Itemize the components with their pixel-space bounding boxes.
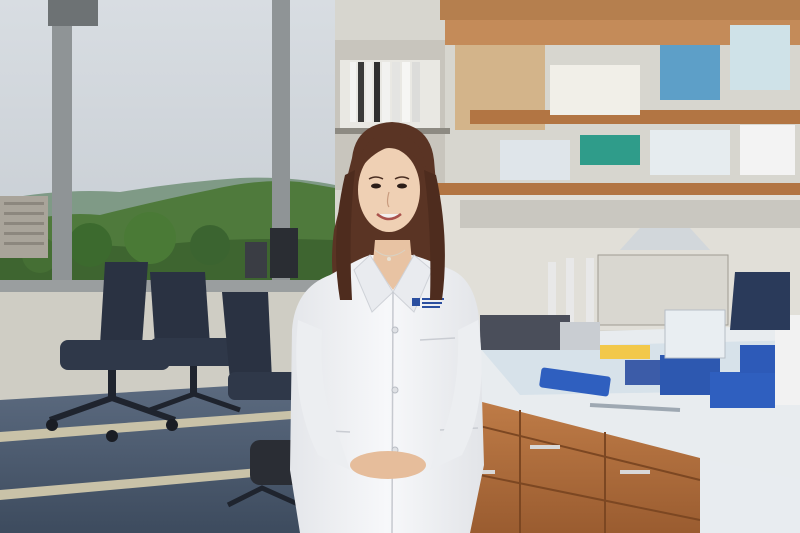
distant-building [0, 196, 48, 258]
binders [350, 62, 420, 122]
office-chair [730, 272, 790, 330]
pipette-stand [548, 262, 556, 357]
shelf-items [500, 25, 795, 180]
researcher [290, 122, 484, 533]
window [0, 0, 335, 292]
office-chair [46, 262, 178, 442]
office-chair [149, 272, 241, 413]
tip-box-blue [539, 367, 611, 397]
computer-monitor [270, 228, 298, 278]
hands [350, 451, 426, 479]
beaker [664, 309, 726, 359]
face [358, 148, 420, 232]
shelving-unit [335, 0, 800, 195]
